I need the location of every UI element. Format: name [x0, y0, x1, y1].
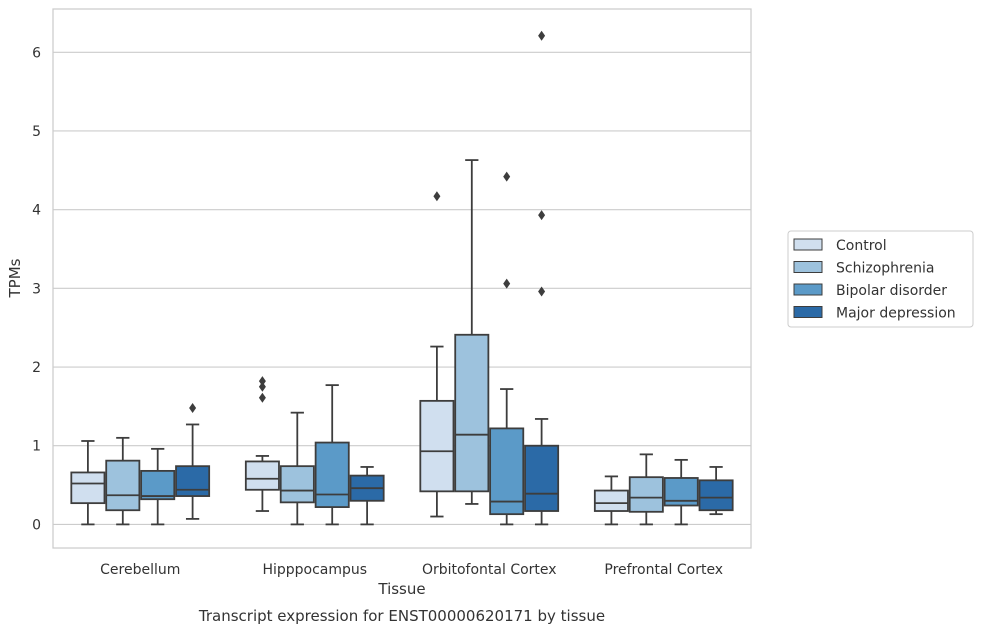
- legend-item: Bipolar disorder: [793, 283, 947, 299]
- box-schizophrenia-prefrontal-cortex: [628, 453, 664, 526]
- box-control-hipppocampus: [244, 376, 280, 512]
- legend-frame: [787, 230, 974, 328]
- iqr-box: [698, 479, 734, 512]
- iqr-box: [140, 469, 176, 501]
- box-control-orbitofontal-cortex: [419, 191, 455, 518]
- outlier-point: [503, 171, 511, 182]
- x-tick-label: Hipppocampus: [262, 562, 367, 578]
- box-schizophrenia-orbitofontal-cortex: [454, 159, 490, 505]
- iqr-box: [70, 471, 106, 505]
- box-major-depression-orbitofontal-cortex: [524, 30, 560, 526]
- y-axis-ticks: 0 1 2 3 4 5 6: [32, 45, 41, 533]
- boxes-layer: [70, 30, 734, 526]
- x-tick-label: Prefrontal Cortex: [604, 562, 723, 578]
- box-bipolar-disorder-cerebellum: [140, 447, 176, 526]
- outlier-point: [433, 191, 441, 202]
- iqr-box: [314, 441, 350, 508]
- iqr-box: [524, 444, 560, 512]
- legend-item: Major depression: [793, 306, 956, 322]
- legend: Control Schizophrenia Bipolar disorder Majo…: [787, 230, 974, 328]
- outlier-point: [258, 392, 266, 403]
- box-bipolar-disorder-orbitofontal-cortex: [489, 171, 525, 526]
- iqr-box: [454, 333, 490, 493]
- outlier-point: [538, 286, 546, 297]
- legend-swatch: [793, 283, 823, 296]
- x-tick-label: Cerebellum: [100, 562, 180, 578]
- y-tick-label: 2: [32, 360, 41, 376]
- legend-swatch: [793, 306, 823, 318]
- outlier-point: [538, 30, 546, 41]
- y-tick-label: 1: [32, 439, 41, 455]
- outlier-point: [503, 278, 511, 289]
- outlier-point: [538, 210, 546, 221]
- outlier-point: [258, 376, 266, 387]
- legend-label: Major depression: [836, 306, 956, 322]
- x-tick-label: Orbitofontal Cortex: [422, 562, 557, 578]
- y-tick-label: 0: [32, 517, 41, 533]
- plot-area-frame: [52, 8, 752, 549]
- box-schizophrenia-cerebellum: [105, 436, 141, 526]
- outlier-point: [258, 381, 266, 392]
- x-axis-label: Tissue: [377, 580, 425, 598]
- box-control-prefrontal-cortex: [593, 475, 629, 526]
- chart-caption: Transcript expression for ENST0000062017…: [198, 607, 605, 625]
- y-tick-label: 5: [32, 124, 41, 140]
- legend-item: Schizophrenia: [793, 261, 934, 277]
- box-control-cerebellum: [70, 440, 106, 526]
- y-tick-label: 4: [32, 203, 41, 219]
- iqr-box: [105, 459, 141, 512]
- legend-label: Bipolar disorder: [836, 283, 947, 299]
- legend-swatch: [793, 238, 823, 251]
- legend-label: Control: [836, 238, 887, 254]
- iqr-box: [419, 399, 455, 493]
- gridlines: [53, 51, 751, 525]
- legend-swatch: [793, 261, 823, 273]
- iqr-box: [175, 465, 211, 497]
- box-bipolar-disorder-hipppocampus: [314, 384, 350, 526]
- box-major-depression-hipppocampus: [349, 466, 385, 526]
- box-schizophrenia-hipppocampus: [279, 411, 315, 526]
- iqr-box: [489, 427, 525, 516]
- legend-label: Schizophrenia: [836, 261, 934, 277]
- outlier-point: [189, 402, 197, 413]
- y-tick-label: 3: [32, 281, 41, 297]
- iqr-box: [628, 476, 664, 513]
- box-bipolar-disorder-prefrontal-cortex: [663, 458, 699, 526]
- x-axis-ticks: Cerebellum Hipppocampus Orbitofontal Corte…: [100, 562, 723, 578]
- box-major-depression-prefrontal-cortex: [698, 466, 734, 516]
- iqr-box: [593, 489, 629, 512]
- iqr-box: [279, 465, 315, 504]
- legend-item: Control: [793, 238, 887, 254]
- y-axis-label: TPMs: [6, 258, 24, 298]
- box-major-depression-cerebellum: [175, 402, 211, 520]
- y-tick-label: 6: [32, 45, 41, 61]
- iqr-box: [244, 460, 280, 491]
